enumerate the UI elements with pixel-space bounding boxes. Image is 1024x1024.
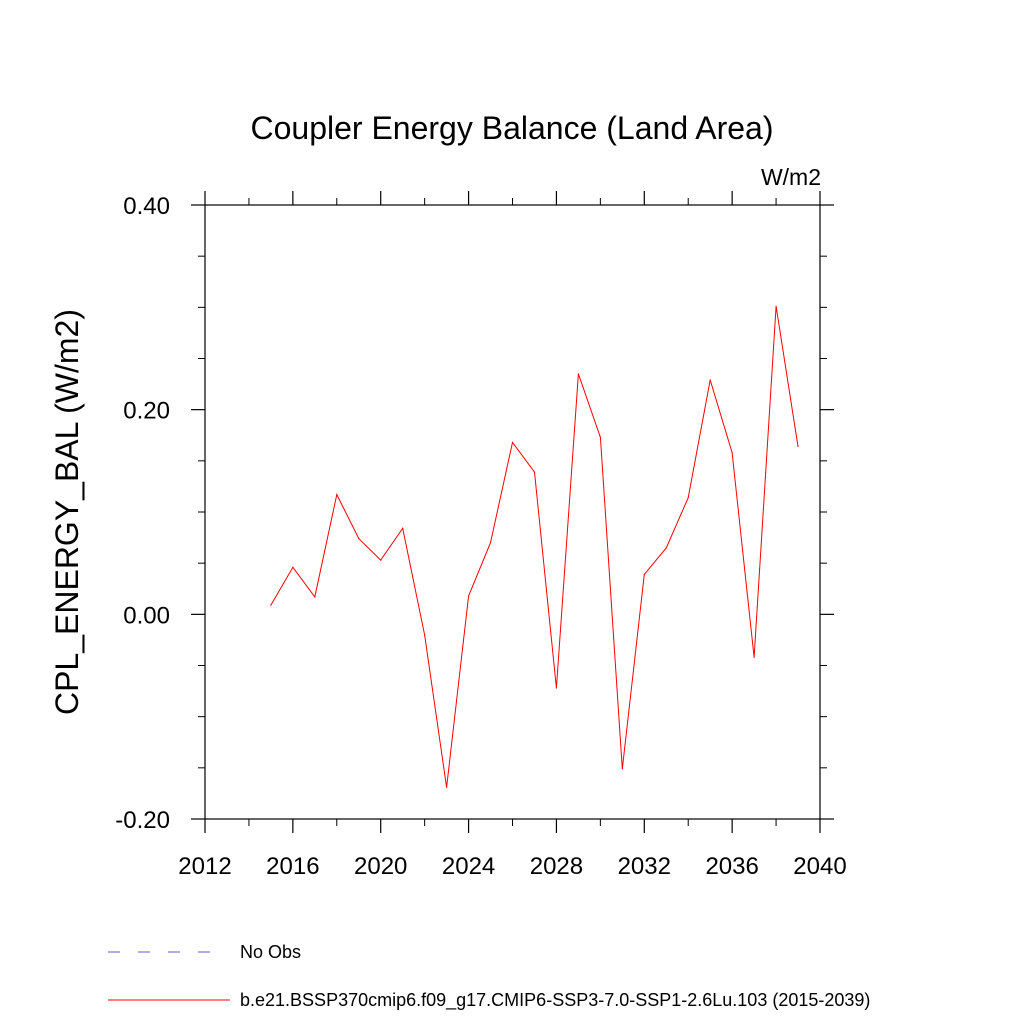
- legend-label-model-run: b.e21.BSSP370cmip6.f09_g17.CMIP6-SSP3-7.…: [240, 990, 870, 1011]
- data-point: [314, 596, 316, 598]
- y-axis: -0.20 0.00 0.20 0.40: [115, 193, 834, 834]
- x-tick-label: 2024: [442, 853, 495, 880]
- series-layer: [270, 305, 799, 788]
- y-axis-label: CPL_ENERGY_BAL (W/m2): [49, 309, 85, 715]
- chart-title: Coupler Energy Balance (Land Area): [251, 110, 774, 146]
- y-tick-label: 0.20: [123, 398, 170, 425]
- x-tick-label: 2020: [354, 853, 407, 880]
- data-point: [797, 445, 799, 448]
- x-tick-label: 2036: [705, 853, 758, 880]
- plot-frame: [204, 204, 821, 820]
- data-point: [358, 538, 360, 540]
- data-point: [687, 497, 689, 499]
- data-point: [709, 379, 711, 381]
- data-point: [621, 768, 623, 770]
- series-line: [270, 306, 799, 788]
- data-point: [292, 566, 294, 568]
- data-point: [599, 436, 601, 438]
- data-point: [424, 634, 426, 636]
- x-tick-label: 2032: [618, 853, 671, 880]
- data-point: [577, 373, 579, 375]
- x-axis: 2012 2016 2020 2024 2028 2032 2036 2040: [178, 191, 847, 880]
- y-tick-label: 0.40: [123, 193, 170, 220]
- data-point: [270, 604, 272, 606]
- data-point: [533, 471, 536, 473]
- data-point: [446, 786, 448, 788]
- data-point: [555, 687, 558, 689]
- x-tick-label: 2012: [178, 853, 231, 880]
- data-point: [489, 542, 492, 544]
- data-point: [775, 305, 777, 307]
- x-tick-label: 2016: [266, 853, 319, 880]
- legend-label-no-obs: No Obs: [240, 942, 301, 962]
- legend: No Obs b.e21.BSSP370cmip6.f09_g17.CMIP6-…: [108, 942, 870, 1011]
- units-label: W/m2: [761, 164, 821, 190]
- data-point: [753, 656, 755, 658]
- x-tick-label: 2040: [793, 853, 846, 880]
- data-point: [665, 547, 667, 549]
- data-point: [731, 452, 733, 454]
- data-point: [380, 559, 382, 561]
- data-point: [467, 595, 470, 597]
- y-tick-label: 0.00: [123, 602, 170, 629]
- data-point: [402, 527, 404, 529]
- data-point: [336, 494, 338, 496]
- data-point: [643, 573, 645, 576]
- data-point: [511, 441, 514, 444]
- y-tick-label: -0.20: [115, 807, 170, 834]
- x-tick-label: 2028: [530, 853, 583, 880]
